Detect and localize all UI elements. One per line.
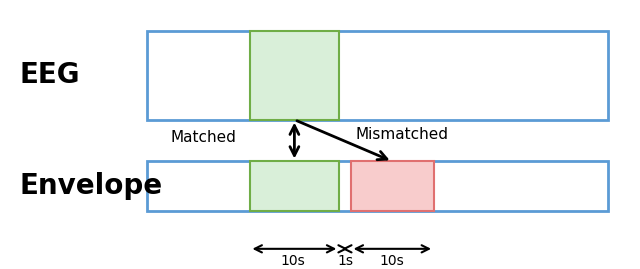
FancyBboxPatch shape [250, 31, 339, 120]
FancyBboxPatch shape [147, 31, 608, 120]
Text: Envelope: Envelope [19, 172, 163, 200]
FancyBboxPatch shape [147, 161, 608, 211]
Text: 10s: 10s [380, 254, 404, 268]
Text: 1s: 1s [337, 254, 353, 268]
Text: Mismatched: Mismatched [355, 127, 448, 142]
Text: 10s: 10s [281, 254, 305, 268]
FancyBboxPatch shape [351, 161, 434, 211]
Text: EEG: EEG [19, 61, 80, 89]
Text: Matched: Matched [171, 130, 237, 145]
FancyBboxPatch shape [250, 161, 339, 211]
